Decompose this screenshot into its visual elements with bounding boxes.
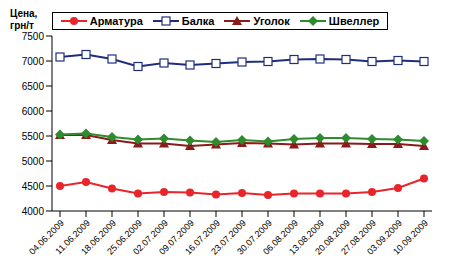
svg-text:02.07.2009: 02.07.2009 (131, 217, 170, 257)
svg-text:16.07.2009: 16.07.2009 (183, 217, 222, 257)
html-text:Уголок: Уголок (253, 15, 290, 27)
html-text:Арматура: Арматура (89, 15, 143, 27)
svg-text:10.09.2009: 10.09.2009 (391, 218, 430, 257)
svg-text:27.08.2009: 27.08.2009 (339, 217, 378, 257)
svg-text:20.08.2009: 20.08.2009 (313, 217, 352, 257)
svg-text:7500: 7500 (22, 31, 45, 42)
svg-text:7000: 7000 (22, 56, 45, 67)
svg-text:23.07.2009: 23.07.2009 (209, 217, 248, 257)
svg-text:18.06.2009: 18.06.2009 (79, 217, 118, 257)
svg-text:13.08.2009: 13.08.2009 (287, 217, 326, 257)
svg-text:4500: 4500 (22, 181, 45, 192)
svg-text:30.07.2009: 30.07.2009 (235, 217, 274, 257)
svg-text:4000: 4000 (22, 206, 45, 217)
svg-text:11.06.2009: 11.06.2009 (53, 217, 92, 257)
svg-text:06.08.2009: 06.08.2009 (261, 217, 300, 257)
svg-text:25.06.2009: 25.06.2009 (105, 217, 144, 257)
html-text:Балка: Балка (181, 15, 215, 27)
svg-text:5500: 5500 (22, 131, 45, 142)
svg-text:04.06.2009: 04.06.2009 (27, 217, 66, 257)
svg-text:5000: 5000 (22, 156, 45, 167)
svg-text:6500: 6500 (22, 81, 45, 92)
svg-text:6000: 6000 (22, 106, 45, 117)
svg-text:09.07.2009: 09.07.2009 (157, 217, 196, 257)
html-text:Цена, грн/т: Цена, грн/т (10, 8, 38, 31)
svg-text:03.09.2009: 03.09.2009 (365, 217, 404, 257)
html-text:Швеллер: Швеллер (328, 15, 380, 27)
